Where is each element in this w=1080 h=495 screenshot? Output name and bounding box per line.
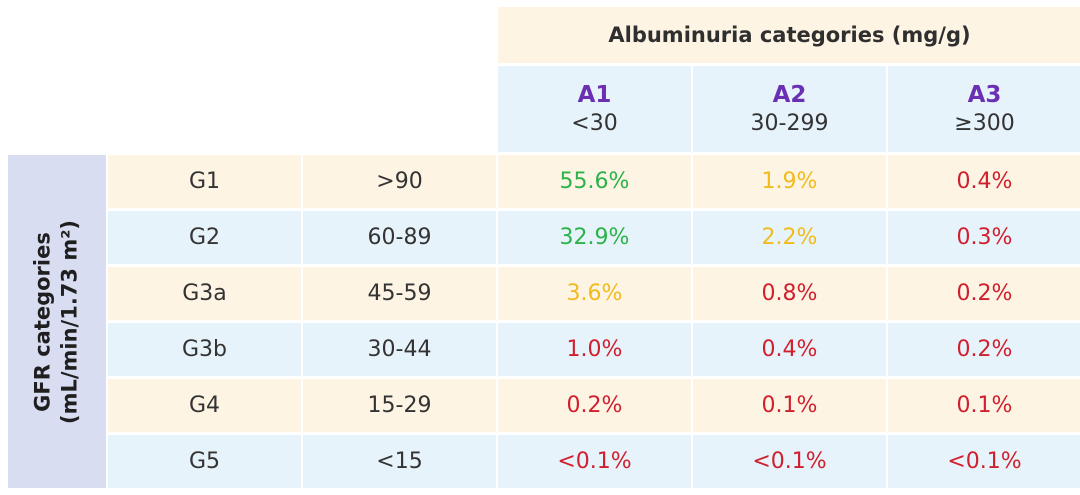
albuminuria-code: A2 bbox=[772, 81, 807, 108]
prevalence-cell: 0.3% bbox=[888, 211, 1080, 264]
gfr-range-cell: 30-44 bbox=[303, 323, 496, 376]
albuminuria-header-a3: A3 ≥300 bbox=[888, 66, 1080, 152]
gfr-stage-cell: G4 bbox=[108, 379, 301, 432]
albuminuria-header-a1: A1 <30 bbox=[498, 66, 691, 152]
gfr-stage-cell: G3b bbox=[108, 323, 301, 376]
prevalence-cell: 0.8% bbox=[693, 267, 886, 320]
prevalence-cell: <0.1% bbox=[498, 435, 691, 488]
albuminuria-range: ≥300 bbox=[954, 110, 1015, 136]
gfr-title: GFR categories bbox=[30, 231, 55, 412]
albuminuria-title: Albuminuria categories (mg/g) bbox=[498, 7, 1080, 63]
gfr-categories-label: GFR categories (mL/min/1.73 m²) bbox=[8, 155, 106, 488]
prevalence-cell: 0.4% bbox=[888, 155, 1080, 208]
gfr-range-cell: 60-89 bbox=[303, 211, 496, 264]
prevalence-cell: 2.2% bbox=[693, 211, 886, 264]
albuminuria-code: A1 bbox=[577, 81, 612, 108]
gfr-range-cell: 15-29 bbox=[303, 379, 496, 432]
prevalence-cell: <0.1% bbox=[693, 435, 886, 488]
prevalence-cell: 0.2% bbox=[888, 323, 1080, 376]
gfr-stage-cell: G1 bbox=[108, 155, 301, 208]
gfr-stage-cell: G3a bbox=[108, 267, 301, 320]
gfr-stage-cell: G2 bbox=[108, 211, 301, 264]
prevalence-cell: 0.2% bbox=[498, 379, 691, 432]
albuminuria-range: 30-299 bbox=[750, 110, 829, 136]
gfr-range-cell: <15 bbox=[303, 435, 496, 488]
prevalence-cell: 0.1% bbox=[888, 379, 1080, 432]
prevalence-cell: 1.9% bbox=[693, 155, 886, 208]
prevalence-cell: 55.6% bbox=[498, 155, 691, 208]
ckd-prevalence-table: Albuminuria categories (mg/g) A1 <30 A2 … bbox=[8, 7, 1080, 488]
prevalence-cell: 0.4% bbox=[693, 323, 886, 376]
gfr-stage-cell: G5 bbox=[108, 435, 301, 488]
gfr-range-cell: 45-59 bbox=[303, 267, 496, 320]
prevalence-cell: <0.1% bbox=[888, 435, 1080, 488]
gfr-range-cell: >90 bbox=[303, 155, 496, 208]
albuminuria-code: A3 bbox=[967, 81, 1002, 108]
prevalence-cell: 1.0% bbox=[498, 323, 691, 376]
albuminuria-header-a2: A2 30-299 bbox=[693, 66, 886, 152]
gfr-units: (mL/min/1.73 m²) bbox=[58, 219, 82, 424]
prevalence-cell: 3.6% bbox=[498, 267, 691, 320]
prevalence-cell: 0.1% bbox=[693, 379, 886, 432]
prevalence-cell: 0.2% bbox=[888, 267, 1080, 320]
prevalence-cell: 32.9% bbox=[498, 211, 691, 264]
albuminuria-range: <30 bbox=[571, 110, 618, 136]
